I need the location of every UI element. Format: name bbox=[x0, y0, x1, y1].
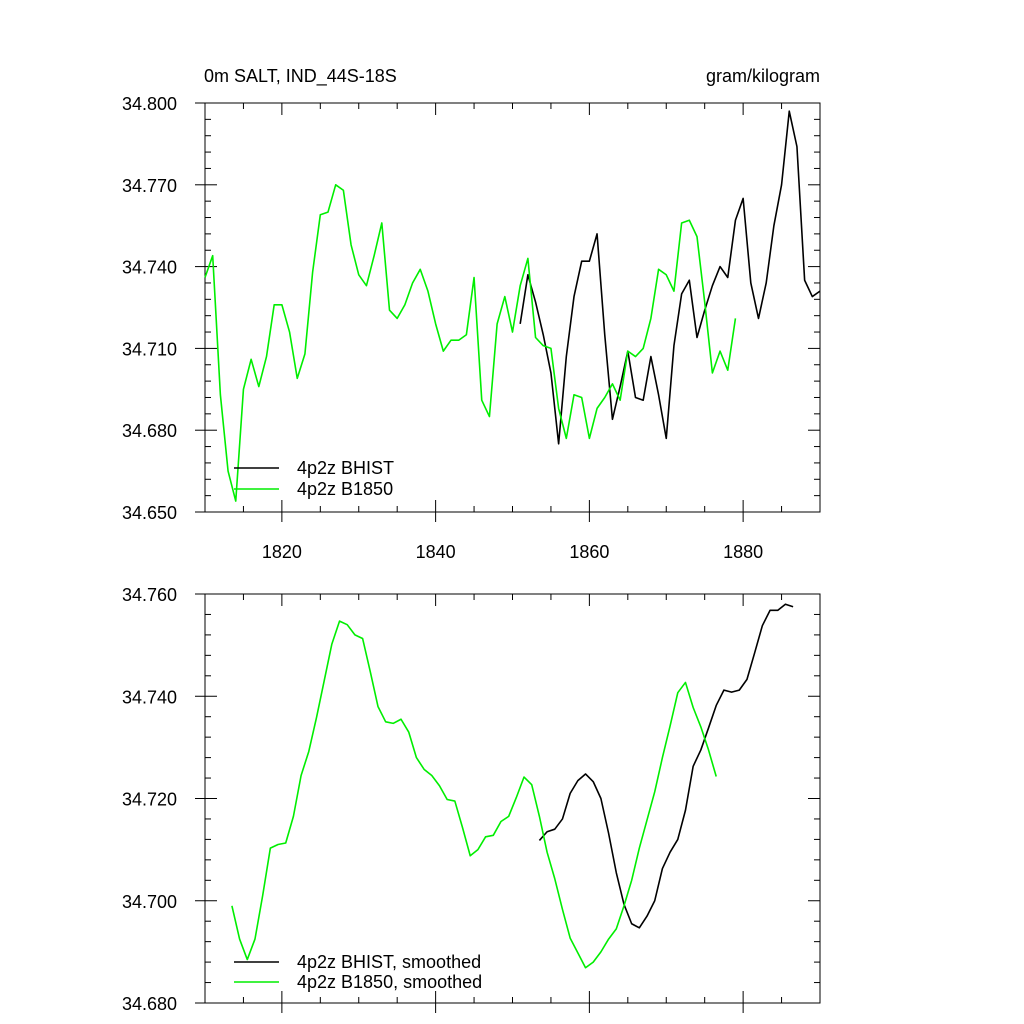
x-tick-labels-top: 1820 1840 1860 1880 bbox=[262, 542, 763, 562]
y-tick-label: 34.680 bbox=[122, 994, 177, 1014]
x-tick-label: 1880 bbox=[723, 542, 763, 562]
y-tick-label: 34.800 bbox=[122, 94, 177, 114]
y-tick-label: 34.760 bbox=[122, 585, 177, 605]
legend-label-bhist: 4p2z BHIST bbox=[297, 458, 394, 478]
axis-ticks-bottom bbox=[195, 593, 821, 1013]
chart-title: 0m SALT, IND_44S-18S bbox=[204, 66, 397, 87]
x-tick-label: 1840 bbox=[416, 542, 456, 562]
series-line-4p2z-b1850-smoothed bbox=[231, 620, 717, 969]
y-tick-label: 34.720 bbox=[122, 790, 177, 810]
y-tick-label: 34.710 bbox=[122, 339, 177, 359]
legend-bottom: 4p2z BHIST, smoothed 4p2z B1850, smoothe… bbox=[234, 952, 482, 992]
series-lines-bottom bbox=[231, 603, 794, 969]
panel-raw: 0m SALT, IND_44S-18S gram/kilogram 34.65… bbox=[122, 66, 821, 562]
series-line-4p2z-bhist bbox=[519, 110, 821, 445]
y-tick-label: 34.740 bbox=[122, 258, 177, 278]
legend-label-bhist-smoothed: 4p2z BHIST, smoothed bbox=[297, 952, 481, 972]
y-tick-labels-bottom: 34.680 34.700 34.720 34.740 34.760 bbox=[122, 585, 177, 1014]
legend-top: 4p2z BHIST 4p2z B1850 bbox=[234, 458, 394, 499]
y-tick-labels-top: 34.650 34.680 34.710 34.740 34.770 34.800 bbox=[122, 94, 177, 523]
legend-label-b1850-smoothed: 4p2z B1850, smoothed bbox=[297, 972, 482, 992]
series-line-4p2z-bhist-smoothed bbox=[538, 603, 794, 929]
panel-smoothed: 34.680 34.700 34.720 34.740 34.760 4p2z BHIS… bbox=[122, 585, 821, 1014]
y-tick-label: 34.700 bbox=[122, 892, 177, 912]
y-tick-label: 34.740 bbox=[122, 687, 177, 707]
y-tick-label: 34.650 bbox=[122, 503, 177, 523]
units-label: gram/kilogram bbox=[706, 66, 820, 86]
x-tick-label: 1860 bbox=[569, 542, 609, 562]
y-tick-label: 34.770 bbox=[122, 176, 177, 196]
axis-ticks-top bbox=[195, 102, 821, 522]
legend-label-b1850: 4p2z B1850 bbox=[297, 479, 393, 499]
series-lines-top bbox=[204, 110, 821, 502]
plot-frame-top bbox=[204, 102, 821, 513]
x-tick-label: 1820 bbox=[262, 542, 302, 562]
series-line-4p2z-b1850 bbox=[204, 184, 737, 502]
y-tick-label: 34.680 bbox=[122, 421, 177, 441]
